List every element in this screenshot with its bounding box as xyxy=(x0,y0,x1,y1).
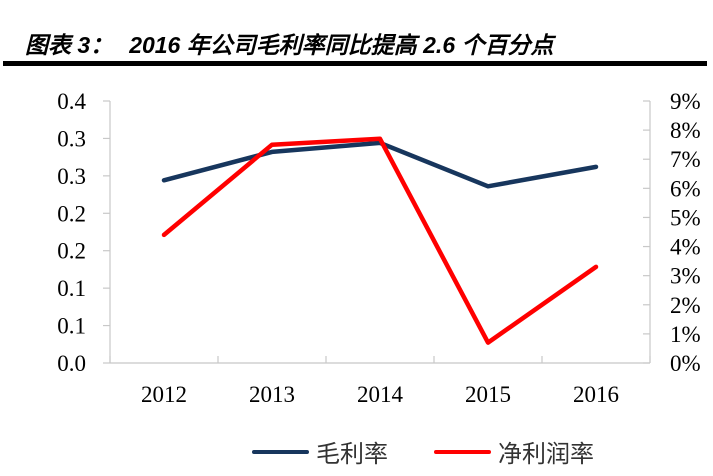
y-axis-right-tick-label: 5% xyxy=(670,205,701,230)
gross-margin-line-swatch xyxy=(252,449,309,454)
y-axis-left-tick-label: 0.3 xyxy=(57,164,86,189)
x-axis-tick-label: 2015 xyxy=(465,382,511,407)
y-axis-right-tick-label: 7% xyxy=(670,147,701,172)
net-margin-line-swatch xyxy=(434,449,491,454)
legend-item-gross-margin: 毛利率 xyxy=(252,434,388,469)
legend: 毛利率 净利润率 xyxy=(252,434,594,469)
chart-title: 2016 年公司毛利率同比提高 2.6 个百分点 xyxy=(129,32,554,58)
series-lines xyxy=(161,136,599,345)
legend-item-net-margin: 净利润率 xyxy=(434,434,594,469)
y-axis-left-tick-label: 0.1 xyxy=(57,276,86,301)
y-axis-right-tick-label: 2% xyxy=(670,293,701,318)
y-axis-right-tick-label: 1% xyxy=(670,322,701,347)
legend-label-gross-margin: 毛利率 xyxy=(316,442,388,468)
x-axis-tick-label: 2014 xyxy=(357,382,404,407)
y-axis-right-tick-label: 4% xyxy=(670,235,701,260)
y-axis-right-tick-label: 8% xyxy=(670,118,701,143)
y-axis-left-tick-label: 0.4 xyxy=(57,89,86,114)
y-axis-right-tick-label: 6% xyxy=(670,176,701,201)
legend-label-net-margin: 净利润率 xyxy=(498,442,594,468)
chart-number-label: 图表 3： xyxy=(25,32,114,58)
y-axis-left-tick-label: 0.2 xyxy=(57,201,86,226)
title-rule xyxy=(3,61,707,66)
x-axis-labels: 2012 2013 2014 2015 2016 xyxy=(141,382,619,407)
series-line-net-margin xyxy=(161,136,599,345)
x-axis-tick-label: 2016 xyxy=(573,382,619,407)
y-axis-left-tick-label: 0.3 xyxy=(57,126,86,151)
y-axis-left-tick-label: 0.1 xyxy=(57,314,86,339)
axis-ticks xyxy=(103,100,651,364)
y-axis-left-tick-label: 0.2 xyxy=(57,239,86,264)
y-axis-right-tick-label: 0% xyxy=(670,351,701,376)
chart-header: 图表 3： 2016 年公司毛利率同比提高 2.6 个百分点 xyxy=(25,26,554,60)
y-axis-right-tick-label: 3% xyxy=(670,264,701,289)
x-axis-tick-label: 2012 xyxy=(141,382,187,407)
y-axis-right-tick-label: 9% xyxy=(670,89,701,114)
y-axis-right-labels: 9% 8% 7% 6% 5% 4% 3% 2% 1% 0% xyxy=(670,89,701,376)
plot-borders xyxy=(109,101,651,364)
x-axis-tick-label: 2013 xyxy=(249,382,295,407)
y-axis-left-tick-label: 0.0 xyxy=(57,351,86,376)
y-axis-left-labels: 0.4 0.3 0.3 0.2 0.2 0.1 0.1 0.0 xyxy=(57,89,86,376)
